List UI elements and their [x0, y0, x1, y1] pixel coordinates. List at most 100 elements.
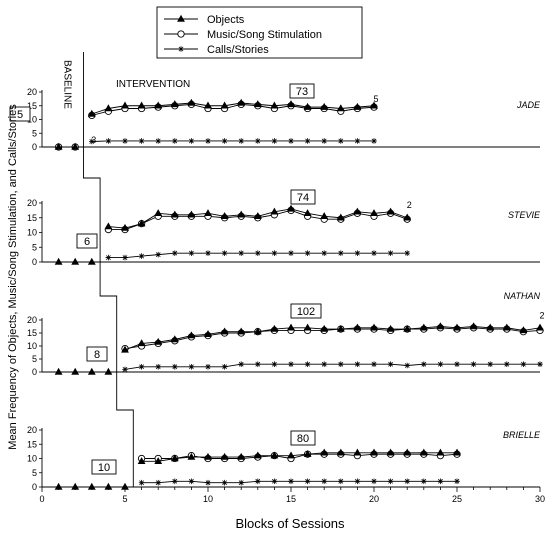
series-objects	[54, 98, 378, 150]
data-point	[205, 250, 211, 256]
data-point	[520, 361, 527, 367]
data-point	[138, 364, 145, 370]
data-point	[288, 478, 294, 485]
data-point	[270, 101, 279, 109]
x-tick-label: 0	[39, 494, 44, 504]
data-point	[336, 448, 345, 456]
x-axis: 0 5 10 15 20 25 30	[39, 487, 545, 504]
data-point	[104, 367, 113, 375]
data-point	[370, 101, 378, 109]
x-tick-label: 15	[286, 494, 296, 504]
data-point	[253, 100, 262, 108]
series-objects	[54, 322, 544, 375]
data-point	[87, 367, 96, 375]
legend-entry: Objects	[164, 14, 245, 26]
y-tick-label: 15	[27, 439, 37, 449]
data-point	[255, 361, 261, 367]
data-point	[504, 361, 510, 367]
data-point	[486, 323, 495, 331]
data-point	[303, 209, 312, 217]
data-point	[403, 324, 412, 332]
data-point	[303, 102, 312, 110]
data-point	[138, 253, 145, 259]
data-point	[221, 138, 228, 144]
intervention-total-box: 73	[289, 83, 315, 99]
series-music-song-stimulation	[54, 100, 378, 151]
data-point	[404, 362, 410, 369]
y-tick-label: 20	[27, 198, 37, 208]
data-point	[338, 361, 344, 367]
data-point	[253, 451, 262, 459]
series-line	[141, 452, 457, 462]
data-point	[170, 210, 179, 218]
data-point	[137, 457, 146, 465]
x-tick-label: 30	[535, 494, 545, 504]
panel-jade: 0 5 10 15 20 JADE 5 73 3 5	[9, 83, 541, 152]
data-point	[421, 478, 427, 485]
data-point	[204, 101, 212, 109]
data-point	[220, 212, 229, 219]
data-point	[187, 98, 196, 106]
data-point	[238, 138, 244, 144]
y-tick-label: 10	[27, 454, 37, 464]
data-point	[238, 250, 244, 256]
data-point	[353, 207, 362, 215]
data-point	[105, 254, 112, 261]
data-point	[437, 478, 444, 485]
data-point	[336, 324, 345, 332]
panel-nathan: 0 5 10 15 20 NATHAN 8 102 2	[27, 291, 545, 377]
data-point	[303, 323, 312, 331]
data-point	[155, 138, 161, 144]
legend-entry: Music/Song Stimulation	[164, 29, 322, 41]
data-point	[288, 361, 294, 367]
x-tick-label: 25	[452, 494, 462, 504]
data-point	[404, 250, 410, 256]
y-tick-label: 10	[27, 341, 37, 351]
data-point	[121, 345, 129, 353]
data-point	[403, 213, 412, 221]
participant-name: STEVIE	[508, 210, 541, 220]
data-point	[104, 104, 113, 112]
x-tick-label: 10	[203, 494, 213, 504]
data-point	[353, 448, 362, 456]
participant-name: NATHAN	[504, 291, 541, 301]
y-tick-label: 15	[27, 328, 37, 338]
data-point	[287, 451, 295, 459]
data-point	[155, 251, 161, 258]
data-point	[271, 138, 278, 144]
data-point	[519, 326, 528, 334]
data-point	[71, 142, 80, 150]
baseline-total-box: 6	[76, 233, 98, 249]
series-line	[124, 326, 541, 351]
x-axis-label: Blocks of Sessions	[235, 516, 345, 531]
y-tick-label: 20	[27, 425, 37, 435]
data-point	[354, 478, 361, 485]
data-point	[221, 250, 228, 256]
y-tick-label: 0	[32, 367, 37, 377]
data-point	[287, 100, 295, 108]
data-point	[387, 250, 394, 256]
data-point	[255, 138, 261, 144]
data-point	[71, 367, 80, 375]
data-point	[154, 101, 163, 109]
data-point	[288, 250, 294, 256]
data-point	[338, 250, 344, 256]
data-point	[187, 331, 196, 339]
data-point	[238, 479, 244, 486]
intervention-phase-label: INTERVENTION	[116, 79, 190, 90]
intervention-total-value: 102	[297, 306, 315, 318]
data-point	[122, 366, 128, 373]
data-point	[172, 478, 178, 485]
intervention-total-value: 80	[297, 433, 309, 445]
data-point	[371, 250, 377, 256]
data-point	[188, 250, 195, 256]
legend-box	[156, 6, 363, 59]
series-line	[124, 363, 540, 370]
data-point	[71, 257, 80, 265]
data-point	[187, 452, 196, 460]
data-point	[221, 364, 228, 370]
annotation-label: 5	[373, 94, 378, 104]
data-point	[253, 212, 262, 219]
data-point	[188, 364, 195, 370]
legend: Objects Music/Song Stimulation Calls/Stori…	[156, 6, 363, 59]
